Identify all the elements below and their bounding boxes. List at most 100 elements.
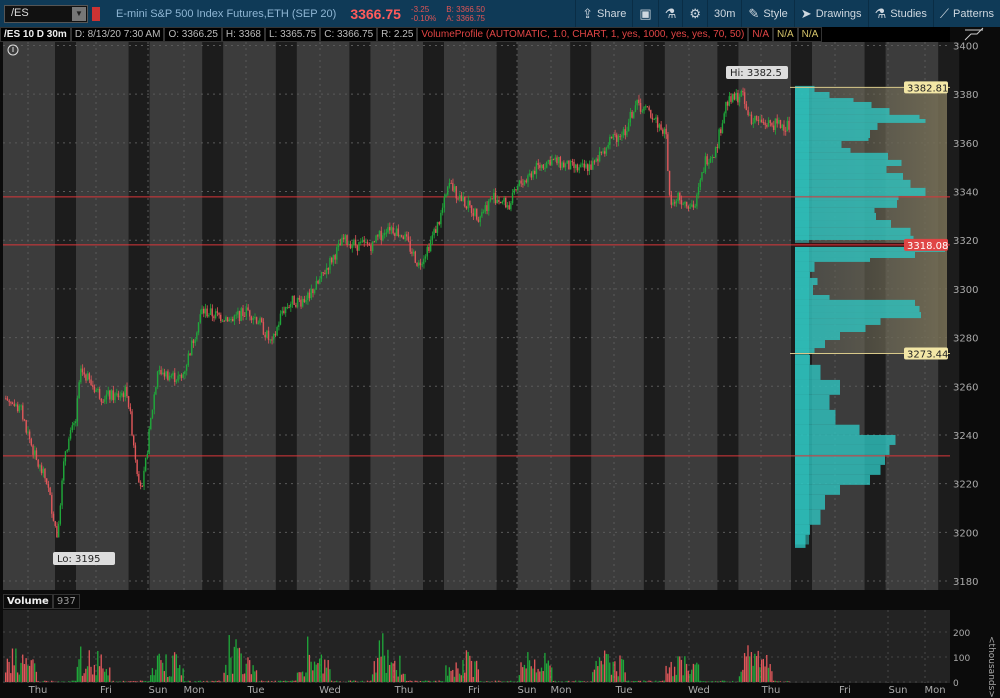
volume-bar <box>466 650 467 682</box>
volume-bar <box>648 681 649 682</box>
volume-bar <box>442 681 443 682</box>
candle-body <box>768 120 769 126</box>
candle-body <box>172 373 173 376</box>
volume-bar <box>94 665 95 682</box>
candle-body <box>343 238 344 240</box>
candle-body <box>389 227 390 230</box>
volume-bar <box>582 681 583 682</box>
candle-body <box>590 164 591 169</box>
candle-body <box>742 91 743 92</box>
candle-body <box>348 244 349 245</box>
candle-body <box>46 478 47 484</box>
volume-bar <box>374 661 375 682</box>
volume-bar <box>747 645 748 682</box>
volume-bar <box>720 681 721 682</box>
volume-bar <box>520 662 521 682</box>
volume-bar <box>447 676 448 682</box>
candle-body <box>671 195 672 205</box>
candle-body <box>461 195 462 201</box>
candle-body <box>205 309 206 314</box>
candle-body <box>164 373 165 377</box>
volume-bar <box>770 664 771 682</box>
volume-bar <box>113 681 114 682</box>
volume-bar <box>355 681 356 682</box>
candle-body <box>162 373 163 375</box>
candle-body <box>254 317 255 318</box>
candle-body <box>657 117 658 127</box>
volume-bar <box>705 681 706 682</box>
volume-bar <box>655 681 656 682</box>
volume-bar <box>319 659 320 682</box>
candle-body <box>488 201 489 211</box>
volume-bar <box>752 666 753 682</box>
volume-bar <box>266 681 267 682</box>
candle-body <box>114 393 115 400</box>
volume-bar <box>290 681 291 682</box>
volume-bar <box>377 658 378 682</box>
volume-bar <box>479 681 480 682</box>
volume-bar <box>268 681 269 682</box>
candle-body <box>517 186 518 190</box>
candle-body <box>727 102 728 106</box>
expand-chart-icon <box>965 28 983 40</box>
volume-bar <box>590 681 591 682</box>
volume-bar <box>172 656 173 682</box>
candle-body <box>384 233 385 235</box>
volume-bar <box>382 633 383 682</box>
candle-body <box>73 423 74 425</box>
volume-bar <box>189 681 190 682</box>
volume-bar <box>602 664 603 682</box>
candle-body <box>411 252 412 254</box>
y-tick-label: 3180 <box>953 577 978 588</box>
candle-body <box>601 152 602 153</box>
volume-bar <box>152 668 153 682</box>
candle-body <box>616 135 617 142</box>
volume-bar <box>676 675 677 682</box>
candle-body <box>688 206 689 208</box>
volume-bar <box>143 681 144 682</box>
candle-body <box>722 123 723 133</box>
volume-bar <box>430 681 431 682</box>
candle-body <box>785 131 786 132</box>
candle-body <box>763 122 764 123</box>
candle-body <box>220 315 221 321</box>
candle-body <box>104 399 105 401</box>
candle-body <box>70 430 71 439</box>
candle-body <box>677 193 678 201</box>
candle-body <box>367 242 368 244</box>
candle-body <box>548 160 549 162</box>
volume-bar <box>24 664 25 682</box>
candle-body <box>333 255 334 262</box>
candle-body <box>631 112 632 118</box>
candle-body <box>592 161 593 169</box>
candle-body <box>336 247 337 259</box>
candle-body <box>648 107 649 110</box>
volume-bar <box>573 681 574 682</box>
volume-bar <box>584 681 585 682</box>
candle-body <box>218 313 219 315</box>
candle-body <box>345 235 346 239</box>
candle-body <box>512 193 513 203</box>
candle-body <box>285 307 286 313</box>
candle-body <box>456 186 457 198</box>
volume-bar <box>292 681 293 682</box>
candle-body <box>423 259 424 265</box>
candle-body <box>77 398 78 421</box>
candle-body <box>474 209 475 216</box>
volume-bar <box>334 681 335 682</box>
volume-bar <box>578 681 579 682</box>
volume-bar <box>229 635 230 682</box>
candle-body <box>128 396 129 407</box>
candle-body <box>304 299 305 302</box>
volume-bar <box>671 662 672 682</box>
volume-bar <box>566 681 567 682</box>
candle-body <box>394 233 395 236</box>
volume-bar <box>722 681 723 682</box>
x-tick-label: Fri <box>468 685 480 695</box>
candle-body <box>232 319 233 321</box>
volume-bar <box>527 652 528 682</box>
candle-body <box>553 159 554 160</box>
volume-bar <box>638 681 639 682</box>
volume-bar <box>104 672 105 682</box>
